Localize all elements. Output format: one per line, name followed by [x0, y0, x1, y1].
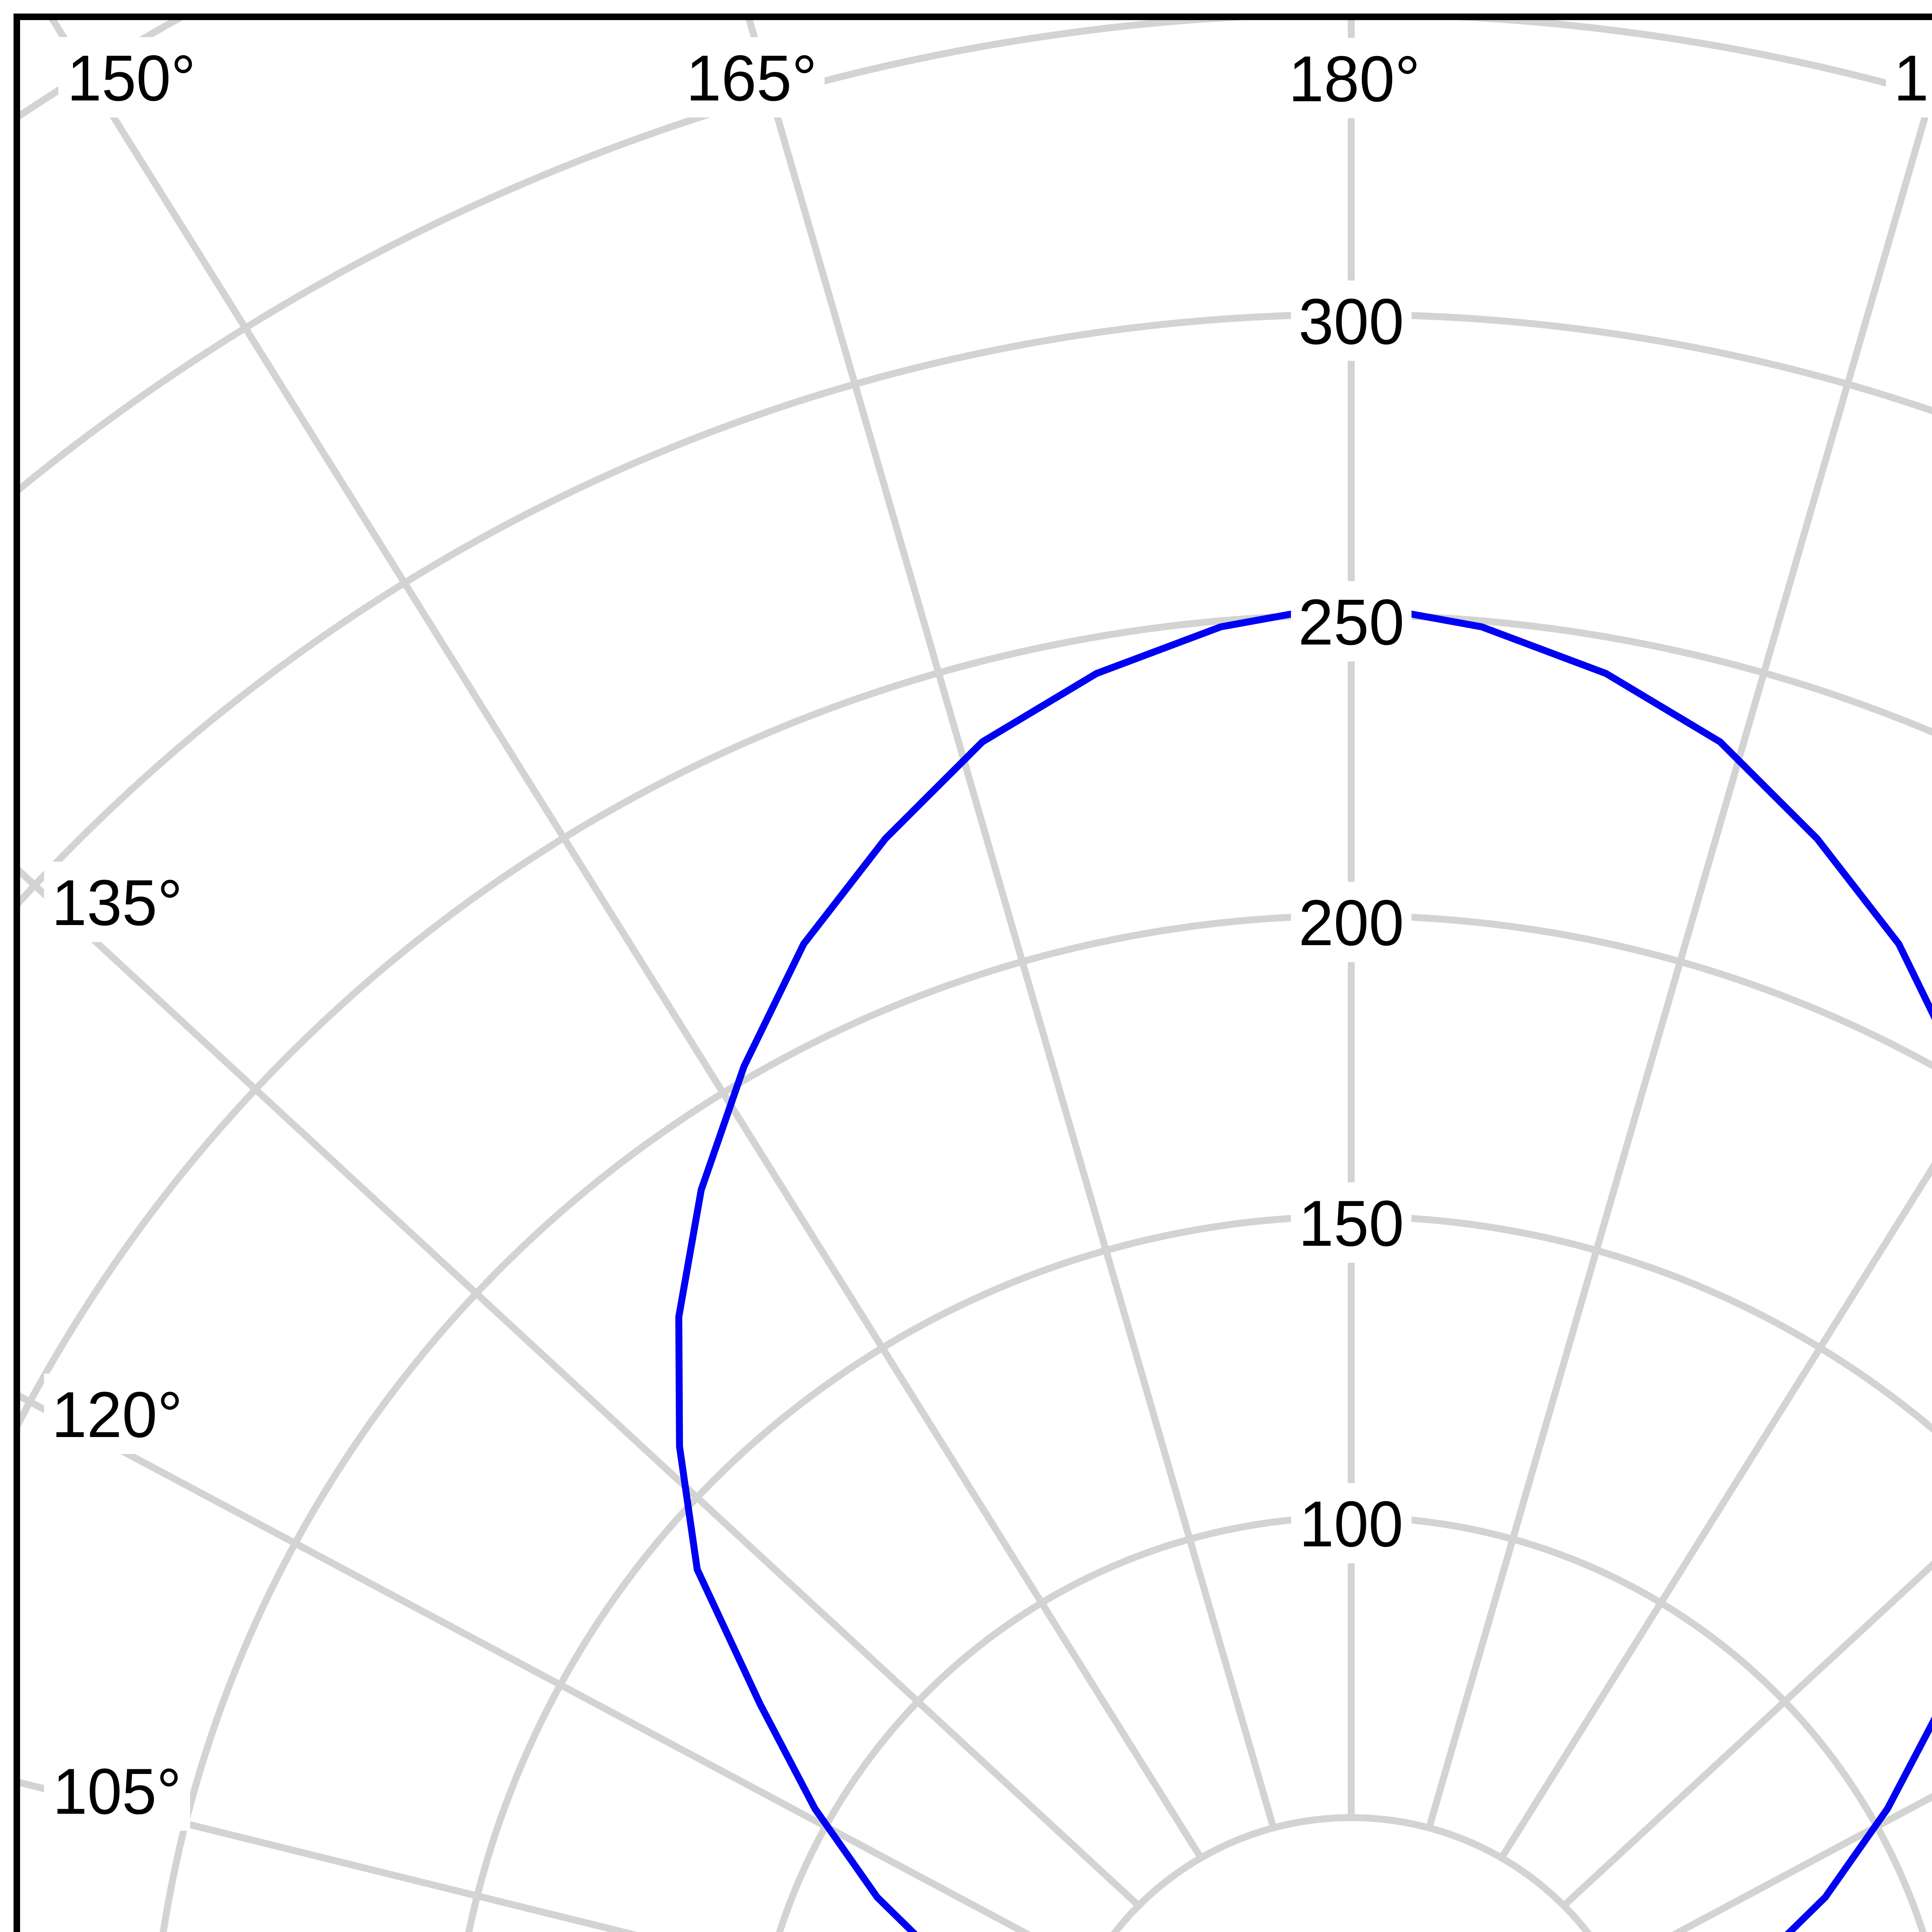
svg-text:180°: 180° [1289, 43, 1420, 115]
svg-text:300: 300 [1299, 285, 1404, 358]
svg-text:165°: 165° [1894, 42, 1932, 114]
svg-text:165°: 165° [686, 42, 817, 114]
svg-text:100: 100 [1299, 1488, 1403, 1560]
svg-text:120°: 120° [52, 1378, 183, 1451]
svg-text:135°: 135° [52, 866, 183, 939]
svg-text:150°: 150° [67, 42, 196, 114]
svg-text:105°: 105° [53, 1755, 182, 1828]
svg-text:200: 200 [1299, 886, 1404, 959]
svg-text:150: 150 [1299, 1187, 1404, 1260]
svg-text:250: 250 [1298, 586, 1405, 658]
